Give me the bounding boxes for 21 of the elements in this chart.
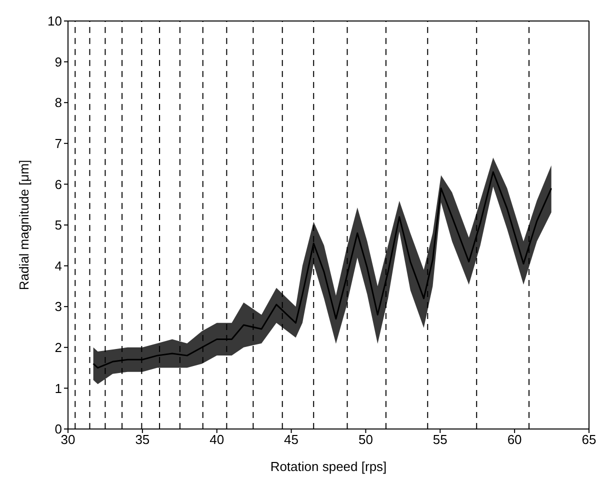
y-tick-label: 2 (54, 340, 62, 356)
y-tick-label: 9 (54, 54, 62, 70)
x-tick-label: 45 (284, 432, 299, 448)
y-tick-label: 1 (54, 380, 62, 396)
y-tick-label: 3 (54, 299, 62, 314)
y-axis-title: Radial magnitude [μm] (16, 160, 32, 290)
y-tick-label: 0 (54, 422, 62, 437)
y-tick-label: 8 (54, 95, 62, 110)
x-tick-label: 50 (358, 432, 373, 448)
y-tick-label: 5 (54, 218, 62, 233)
y-tick-label: 6 (54, 176, 62, 192)
y-tick-label: 4 (54, 258, 62, 274)
x-tick-label: 30 (60, 432, 76, 448)
x-axis-title: Rotation speed [rps] (270, 459, 387, 474)
x-tick-label: 40 (210, 432, 224, 448)
y-tick-label: 7 (54, 136, 62, 152)
x-tick-label: 65 (582, 432, 596, 448)
x-tick-label: 60 (507, 432, 522, 448)
y-tick-label: 10 (48, 14, 62, 29)
x-tick-label: 55 (432, 432, 448, 448)
x-tick-label: 35 (135, 432, 150, 448)
